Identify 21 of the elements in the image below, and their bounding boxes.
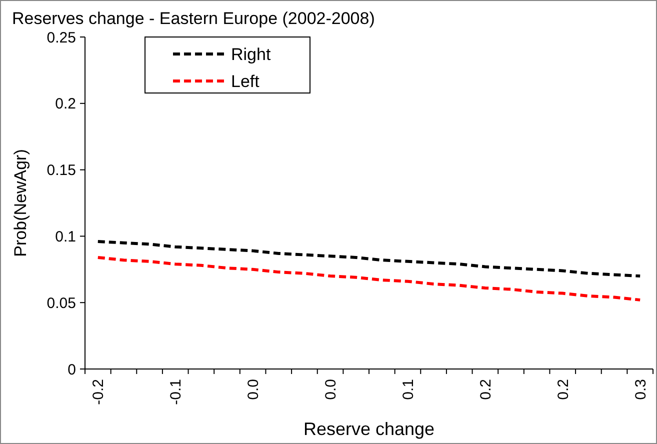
x-tick-label: 0.2 xyxy=(554,379,572,400)
y-tick-label: 0.2 xyxy=(55,96,76,113)
x-axis-title: Reserve change xyxy=(303,419,435,439)
y-tick-label: 0.1 xyxy=(55,228,76,246)
x-tick-label: 0.1 xyxy=(400,379,417,400)
legend-label: Right xyxy=(231,44,271,64)
x-tick-label: 0.0 xyxy=(245,379,262,400)
y-tick-label: 0.15 xyxy=(46,162,76,180)
x-tick-label: -0.1 xyxy=(168,379,185,405)
y-axis-title: Prob(NewAgr) xyxy=(11,149,30,257)
x-tick-label: -0.2 xyxy=(90,379,108,405)
x-tick-label: 0.2 xyxy=(477,379,494,400)
chart-title: Reserves change - Eastern Europe (2002-2008) xyxy=(12,9,375,28)
y-tick-label: 0.05 xyxy=(46,294,76,312)
y-tick-label: 0 xyxy=(68,361,76,378)
line-series xyxy=(96,256,642,302)
line-series xyxy=(96,240,642,278)
x-tick-label: 0.0 xyxy=(322,379,340,400)
x-tick-label: 0.3 xyxy=(632,379,650,400)
legend-label: Left xyxy=(231,72,260,91)
y-tick-label: 0.25 xyxy=(46,29,76,46)
